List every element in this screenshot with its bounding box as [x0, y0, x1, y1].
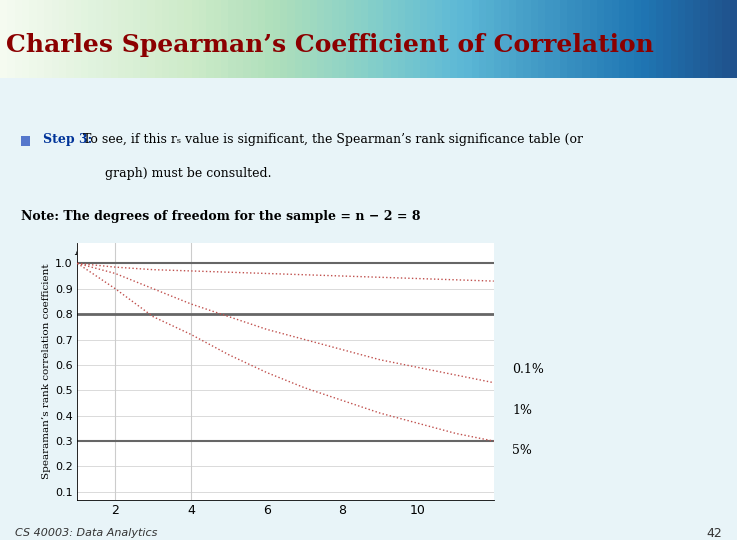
Text: CS 40003: Data Analytics: CS 40003: Data Analytics	[15, 528, 157, 538]
Text: 5%: 5%	[512, 444, 532, 457]
Text: graph) must be consulted.: graph) must be consulted.	[105, 167, 272, 180]
Text: To see, if this rₛ value is significant, the Spearman’s rank significance table : To see, if this rₛ value is significant,…	[83, 133, 583, 146]
Text: Charles Spearman’s Coefficient of Correlation: Charles Spearman’s Coefficient of Correl…	[6, 33, 654, 57]
Text: 42: 42	[707, 526, 722, 539]
Y-axis label: Spearaman’s rank correlation coefficient: Spearaman’s rank correlation coefficient	[41, 264, 51, 479]
Text: Step 3:: Step 3:	[43, 133, 92, 146]
Bar	[21, 136, 30, 146]
Text: 0.1%: 0.1%	[512, 363, 544, 376]
Text: 1%: 1%	[512, 404, 532, 417]
Text: Assume, the significance level = 0.1%: Assume, the significance level = 0.1%	[74, 245, 339, 258]
Text: Note: The degrees of freedom for the sample = n − 2 = 8: Note: The degrees of freedom for the sam…	[21, 210, 420, 224]
